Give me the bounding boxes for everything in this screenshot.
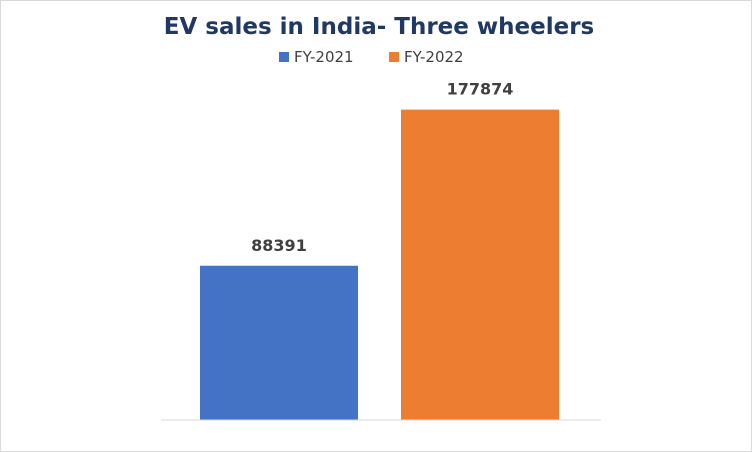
legend: FY-2021 FY-2022 [279,48,464,66]
data-label-fy-2021: 88391 [251,236,307,255]
legend-label-fy-2021: FY-2021 [294,48,354,66]
bar-fy-2021 [200,265,358,420]
legend-label-fy-2022: FY-2022 [404,48,464,66]
data-label-fy-2022: 177874 [447,80,514,99]
legend-swatch-fy-2022 [389,52,399,62]
chart-title: EV sales in India- Three wheelers [164,14,594,40]
bar-fy-2022 [401,109,559,421]
bar-group [200,109,559,421]
data-label-group: 88391 177874 [251,80,513,255]
legend-swatch-fy-2021 [279,52,289,62]
